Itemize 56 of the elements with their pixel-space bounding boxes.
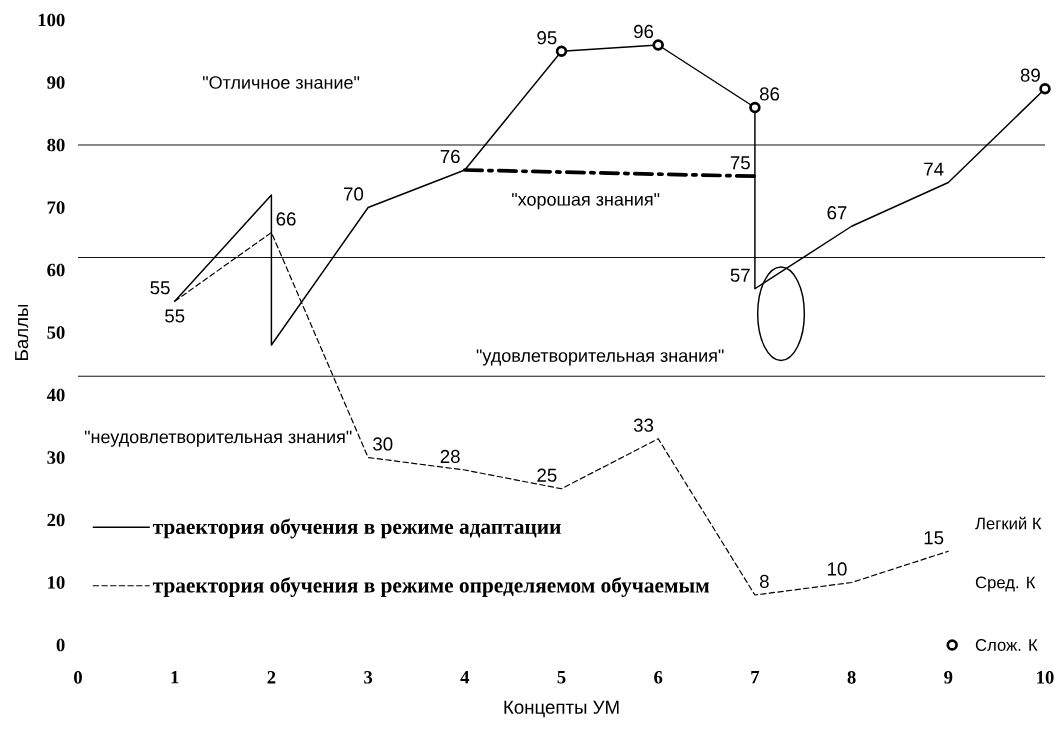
data-label: 66 xyxy=(276,212,296,226)
x-tick-label: 8 xyxy=(847,671,856,684)
data-label: 55 xyxy=(165,309,185,323)
y-tick-label: 80 xyxy=(47,138,65,152)
legend-label: траектория обучения в режиме определяемом обучаемым xyxy=(152,577,710,597)
legend-label: Слож. К xyxy=(975,639,1038,651)
x-tick-label: 1 xyxy=(171,671,179,684)
x-tick-label: 3 xyxy=(364,671,373,684)
y-tick-label: 0 xyxy=(56,638,65,652)
data-label: 86 xyxy=(759,87,780,101)
y-tick-label: 60 xyxy=(47,263,65,277)
x-tick-label: 7 xyxy=(751,671,760,684)
data-label: 70 xyxy=(344,187,364,201)
x-tick-label: 5 xyxy=(557,671,566,684)
y-tick-label: 20 xyxy=(47,513,65,527)
y-tick-label: 10 xyxy=(48,576,65,589)
point xyxy=(555,45,568,57)
data-label: 95 xyxy=(537,31,557,45)
x-tick-label: 10 xyxy=(1037,671,1054,684)
data-label: 33 xyxy=(633,418,654,432)
point xyxy=(652,39,664,51)
annotation: Сред. К xyxy=(975,576,1036,592)
data-label: 76 xyxy=(440,149,460,164)
x-tick-label: 9 xyxy=(944,671,953,684)
annotation: "неудовлетворительная знания" xyxy=(84,430,352,447)
x-tick-label: 6 xyxy=(654,671,663,684)
y-tick-label: 90 xyxy=(47,76,65,89)
y-tick-label: 40 xyxy=(46,388,65,402)
data-label: 74 xyxy=(924,162,944,176)
data-label: 75 xyxy=(730,156,750,170)
annotation: Легкий К xyxy=(975,516,1042,530)
data-label: 15 xyxy=(924,531,944,545)
y-tick-label: 30 xyxy=(47,451,65,464)
data-label: 67 xyxy=(827,206,847,220)
data-label: 57 xyxy=(730,268,750,282)
y-axis-title: Баллы xyxy=(15,304,29,360)
legend-label: траектория обучения в режиме адаптации xyxy=(152,518,561,539)
data-label: 8 xyxy=(759,574,769,589)
data-label: 55 xyxy=(150,281,170,295)
data-label: 30 xyxy=(373,437,393,451)
data-label: 28 xyxy=(440,449,460,464)
y-tick-label: 50 xyxy=(47,326,65,339)
data-label: 10 xyxy=(828,562,847,576)
x-tick-label: 4 xyxy=(460,671,470,684)
x-tick-label: 2 xyxy=(267,671,276,684)
x-axis-title: Концепты УМ xyxy=(504,700,619,718)
data-label: 89 xyxy=(1020,68,1040,82)
data-label: 25 xyxy=(537,468,557,482)
y-tick-label: 70 xyxy=(47,201,65,214)
x-tick-label: 0 xyxy=(74,671,82,684)
y-tick-label: 100 xyxy=(38,13,65,27)
point xyxy=(749,101,761,114)
data-label: 96 xyxy=(634,24,654,39)
annotation: "хорошая знания" xyxy=(512,193,660,210)
annotation: "Отличное знание" xyxy=(202,76,360,89)
annotation: "удовлетворительная знания" xyxy=(476,349,724,366)
